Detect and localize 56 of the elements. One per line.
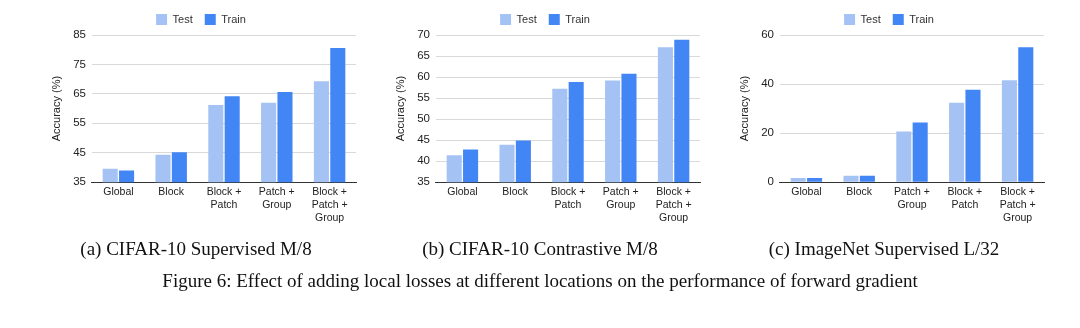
y-tick-label: 35: [417, 175, 430, 188]
y-tick-label: 35: [73, 175, 86, 188]
x-tick-label: Block + Patch: [206, 185, 242, 210]
x-tick-label: Patch + Group: [602, 185, 639, 210]
y-tick-label: 75: [73, 57, 86, 70]
legend-label: Test: [860, 12, 881, 25]
y-tick-label: 60: [761, 28, 774, 41]
y-tick-label: 40: [417, 154, 430, 167]
bar: [896, 131, 912, 182]
x-tick-label: Block + Patch + Group: [655, 185, 692, 223]
x-tick-label: Patch + Group: [258, 185, 295, 210]
y-tick-label: 65: [73, 87, 86, 100]
x-tick-label: Block + Patch: [947, 185, 983, 210]
x-tick-label: Block: [846, 185, 873, 198]
bar: [1001, 80, 1017, 182]
legend-label: Train: [221, 12, 246, 25]
y-tick-label: 65: [417, 49, 430, 62]
bar: [807, 178, 823, 182]
text: (b) CIFAR-10 Contrastive M/8: [421, 238, 659, 260]
y-tick-label: 0: [767, 175, 774, 188]
bar: [912, 122, 928, 182]
y-tick-label: 60: [417, 70, 430, 83]
x-tick-label: Block: [158, 185, 185, 198]
y-tick-label: 50: [417, 112, 430, 125]
y-tick-label: 85: [73, 28, 86, 41]
bar: [949, 102, 965, 182]
x-tick-label: Block + Patch: [550, 185, 586, 210]
y-axis-title: Accuracy (%): [393, 75, 406, 142]
legend-label: Test: [516, 12, 537, 25]
x-tick-label: Patch + Group: [894, 185, 930, 210]
x-tick-label: Global: [447, 185, 478, 198]
legend-label: Test: [172, 12, 193, 25]
bar: [843, 175, 859, 182]
text: (a) CIFAR-10 Supervised M/8: [79, 238, 313, 260]
y-tick-label: 55: [417, 91, 430, 104]
bar: [859, 175, 875, 182]
x-tick-label: Block: [502, 185, 529, 198]
y-tick-label: 20: [761, 126, 774, 139]
y-tick-label: 40: [761, 77, 774, 90]
text: (c) ImageNet Supervised L/32: [767, 238, 1001, 260]
legend-label: Train: [909, 12, 934, 25]
x-tick-label: Global: [103, 185, 134, 198]
y-tick-label: 45: [73, 145, 86, 158]
y-axis-title: Accuracy (%): [737, 75, 750, 142]
y-tick-label: 45: [417, 133, 430, 146]
bar: [790, 178, 806, 182]
x-tick-label: Block + Patch + Group: [311, 185, 348, 223]
y-tick-label: 55: [73, 116, 86, 129]
bar: [1018, 47, 1034, 182]
bar: [965, 89, 981, 182]
x-tick-label: Block + Patch + Group: [999, 185, 1036, 223]
y-tick-label: 70: [417, 28, 430, 41]
legend-label: Train: [565, 12, 590, 25]
y-axis-title: Accuracy (%): [49, 75, 62, 142]
x-tick-label: Global: [791, 185, 822, 198]
caption: Figure 6: Effect of adding local losses at different locations on the performance of forward gradient: [161, 270, 919, 292]
